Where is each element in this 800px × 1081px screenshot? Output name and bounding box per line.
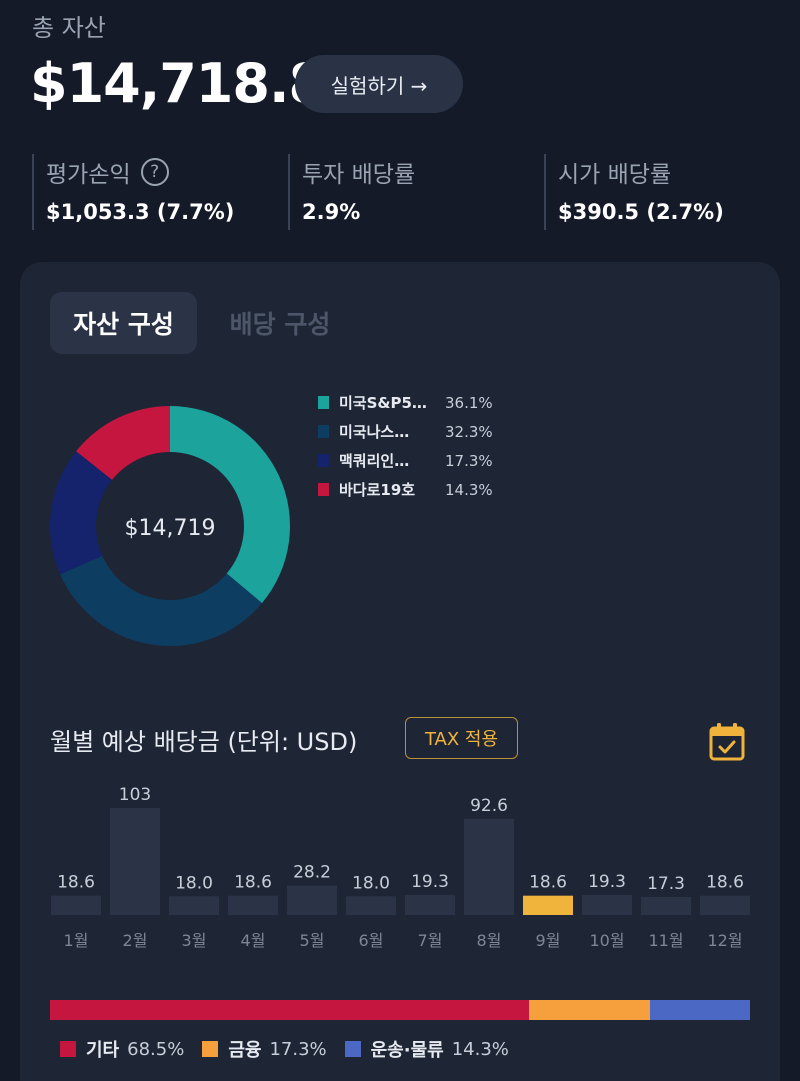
stat-label: 투자 배당률 [302, 162, 416, 188]
bar-value-label: 18.0 [352, 873, 390, 893]
sector-segment [50, 1000, 530, 1020]
stat-value: $390.5 (2.7%) [558, 200, 724, 224]
stat-value: $1,053.3 (7.7%) [46, 200, 235, 224]
sector-legend-item: 기타 68.5% [60, 1036, 184, 1062]
sector-distribution-bar [50, 1000, 750, 1020]
sector-pct: 17.3% [269, 1038, 327, 1060]
month-label: 3월 [182, 931, 207, 950]
bar-1월[interactable] [51, 895, 101, 915]
total-assets-value: $14,718.8 [30, 52, 326, 115]
donut-center-label: $14,719 [125, 516, 216, 541]
legend-swatch [318, 396, 329, 409]
month-label: 9월 [536, 931, 561, 950]
legend-item: 미국S&P5… 36.1% [318, 388, 518, 417]
legend-swatch [318, 425, 329, 438]
calendar-check-icon[interactable] [708, 722, 746, 762]
total-assets-label: 총 자산 [32, 14, 106, 42]
month-label: 2월 [123, 931, 148, 950]
legend-name: 맥쿼리인… [339, 452, 410, 470]
sector-name: 기타 [86, 1040, 120, 1061]
sector-segment [529, 1000, 650, 1020]
legend-item: 바다로19호 14.3% [318, 475, 518, 504]
bar-7월[interactable] [405, 894, 455, 915]
sector-legend: 기타 68.5% 금융 17.3% 운송·물류 14.3% [60, 1036, 527, 1062]
legend-name: 미국S&P5… [339, 394, 427, 412]
legend-pct: 36.1% [445, 393, 493, 412]
asset-donut-chart: $14,719 [50, 406, 291, 646]
bar-value-label: 19.3 [588, 872, 626, 892]
sector-swatch [344, 1041, 361, 1057]
sector-pct: 68.5% [127, 1038, 185, 1060]
dividend-section-title: 월별 예상 배당금 (단위: USD) [50, 728, 358, 756]
donut-slice [60, 555, 262, 646]
bar-12월[interactable] [700, 895, 750, 915]
donut-slice [50, 451, 113, 575]
month-label: 4월 [241, 931, 266, 950]
tab-dividend-composition[interactable]: 배당 구성 [229, 310, 331, 339]
sector-swatch [202, 1041, 219, 1057]
try-simulation-button[interactable]: 실험하기 → [295, 55, 463, 113]
sector-legend-item: 금융 17.3% [202, 1036, 327, 1062]
sector-legend-item: 운송·물류 14.3% [344, 1036, 509, 1062]
bar-3월[interactable] [169, 896, 219, 915]
month-label: 1월 [64, 931, 89, 950]
bar-9월[interactable] [523, 895, 573, 915]
donut-slice [76, 406, 170, 480]
stat-market-yield: 시가 배당률 $390.5 (2.7%) [544, 154, 724, 230]
sector-segment [649, 1000, 750, 1020]
stat-label: 평가손익 [46, 162, 131, 188]
legend-swatch [318, 454, 329, 467]
sector-name: 금융 [228, 1040, 262, 1061]
monthly-dividend-chart: 18.6 1월 103 2월 18.0 3월 18.6 4월 28.2 5월 18.0 6월 19.3 7… [51, 785, 750, 950]
legend-swatch [318, 483, 329, 496]
legend-name: 미국나스… [339, 423, 410, 441]
legend-pct: 14.3% [445, 480, 493, 499]
legend-item: 맥쿼리인… 17.3% [318, 446, 518, 475]
bar-value-label: 18.6 [57, 873, 95, 893]
bar-value-label: 18.6 [234, 873, 272, 893]
bar-2월[interactable] [110, 808, 160, 915]
bar-value-label: 18.6 [706, 873, 744, 893]
sector-name: 운송·물류 [370, 1040, 444, 1061]
month-label: 6월 [359, 931, 384, 950]
bar-4월[interactable] [228, 895, 278, 915]
month-label: 8월 [477, 931, 502, 950]
bar-value-label: 19.3 [411, 872, 449, 892]
legend-pct: 32.3% [445, 422, 493, 441]
legend-pct: 17.3% [445, 451, 493, 470]
stat-label: 시가 배당률 [558, 162, 672, 188]
month-label: 11월 [648, 931, 683, 950]
month-label: 12월 [707, 931, 742, 950]
question-circle-icon[interactable]: ? [140, 158, 169, 186]
bar-value-label: 18.6 [529, 873, 567, 893]
legend-item: 미국나스… 32.3% [318, 417, 518, 446]
tax-apply-button[interactable]: TAX 적용 [405, 717, 518, 759]
stat-value: 2.9% [302, 200, 361, 224]
donut-slice [170, 406, 291, 604]
month-label: 5월 [300, 931, 325, 950]
bar-value-label: 103 [119, 785, 151, 805]
bar-10월[interactable] [582, 894, 632, 915]
sector-swatch [60, 1041, 76, 1057]
bar-6월[interactable] [346, 896, 396, 915]
stat-investment-yield: 투자 배당률 2.9% [288, 154, 415, 230]
month-label: 10월 [589, 931, 624, 950]
bar-value-label: 18.0 [175, 873, 213, 893]
bar-value-label: 28.2 [293, 863, 331, 883]
stats-row: 평가손익 ? $1,053.3 (7.7%) 투자 배당률 2.9% 시가 배당… [0, 150, 800, 232]
donut-legend: 미국S&P5… 36.1% 미국나스… 32.3% 맥쿼리인… 17.3% 바다로19호 14… [318, 388, 518, 504]
sector-pct: 14.3% [451, 1038, 509, 1060]
bar-value-label: 17.3 [647, 874, 685, 894]
bar-8월[interactable] [464, 818, 514, 915]
bar-11월[interactable] [641, 897, 691, 915]
legend-name: 바다로19호 [339, 481, 416, 499]
portfolio-card: 자산 구성 배당 구성 $14,719 미국S&P5… 36.1% 미국나스… 32.… [20, 262, 780, 1081]
bar-5월[interactable] [287, 885, 337, 915]
stat-unrealized-pnl: 평가손익 ? $1,053.3 (7.7%) [32, 154, 234, 230]
bar-value-label: 92.6 [470, 796, 508, 816]
month-label: 7월 [418, 931, 443, 950]
tab-asset-composition[interactable]: 자산 구성 [50, 292, 197, 354]
